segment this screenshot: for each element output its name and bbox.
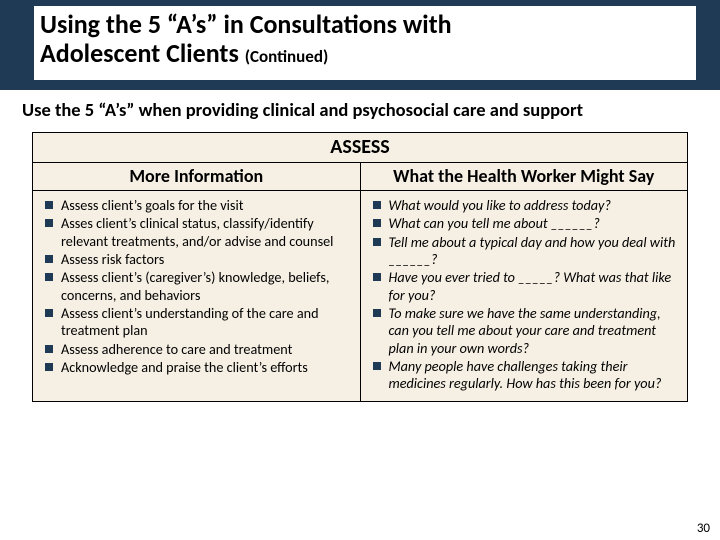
assess-table: ASSESS More Information What the Health … [32, 132, 688, 402]
list-item: Assess client’s goals for the visit [43, 197, 350, 214]
table-section-header: ASSESS [33, 133, 687, 163]
list-item: Assess risk factors [43, 251, 350, 268]
list-item: Assess adherence to care and treatment [43, 341, 350, 358]
col1-body: Assess client’s goals for the visit Asse… [33, 191, 361, 401]
slide-title: Using the 5 “A’s” in Consultations with … [40, 10, 690, 68]
list-item: Many people have challenges taking their… [371, 358, 678, 393]
table-column-headers: More Information What the Health Worker … [33, 163, 687, 191]
slide: Using the 5 “A’s” in Consultations with … [0, 0, 720, 540]
col2-header: What the Health Worker Might Say [361, 163, 688, 190]
list-item: What can you tell me about ______? [371, 215, 678, 232]
col1-header: More Information [33, 163, 361, 190]
title-line-2-main: Adolescent Clients [40, 37, 245, 69]
list-item: What would you like to address today? [371, 197, 678, 214]
list-item: Assess client’s (caregiver’s) knowledge,… [43, 269, 350, 304]
list-item: Have you ever tried to _____? What was t… [371, 269, 678, 304]
col2-body: What would you like to address today? Wh… [361, 191, 688, 401]
title-box: Using the 5 “A’s” in Consultations with … [34, 6, 696, 80]
list-item: Acknowledge and praise the client’s effo… [43, 359, 350, 376]
what-to-say-list: What would you like to address today? Wh… [371, 197, 678, 392]
subtitle: Use the 5 “A’s” when providing clinical … [22, 98, 698, 121]
list-item: To make sure we have the same understand… [371, 305, 678, 357]
list-item: Tell me about a typical day and how you … [371, 234, 678, 269]
table-body: Assess client’s goals for the visit Asse… [33, 191, 687, 401]
page-number: 30 [697, 521, 710, 536]
more-information-list: Assess client’s goals for the visit Asse… [43, 197, 350, 376]
list-item: Assess client’s understanding of the car… [43, 305, 350, 340]
title-continued: (Continued) [245, 46, 329, 67]
list-item: Asses client’s clinical status, classify… [43, 215, 350, 250]
title-line-1: Using the 5 “A’s” in Consultations with [40, 8, 452, 40]
